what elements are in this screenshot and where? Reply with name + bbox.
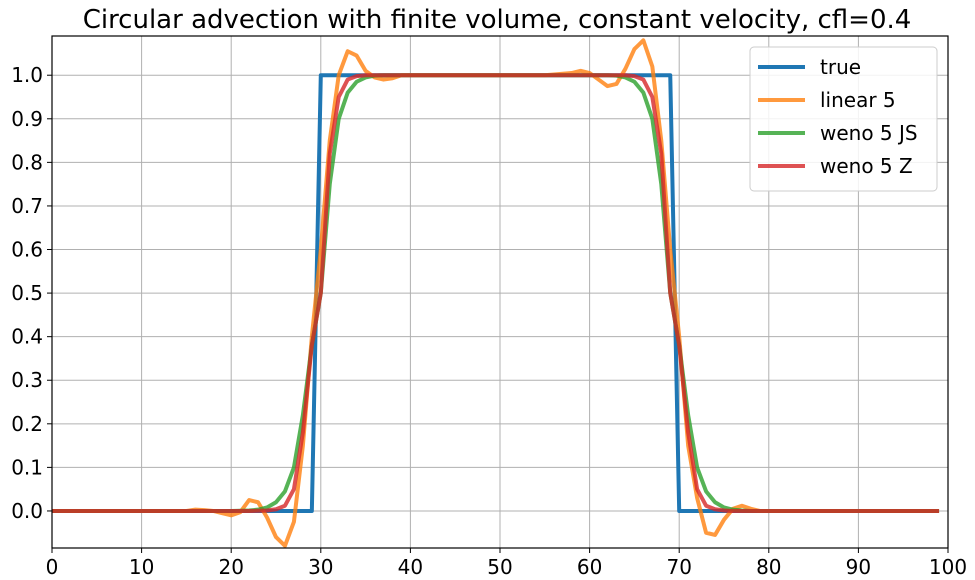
y-axis-ticks: 0.0 0.1 0.2 0.3 0.4 0.5 0.6 0.7 0.8 0.9 1.0 [11, 63, 52, 523]
x-tick-label: 0 [46, 555, 59, 579]
y-tick-label: 1.0 [11, 63, 43, 87]
legend-label: weno 5 JS [820, 121, 918, 145]
plot-area [52, 38, 940, 548]
legend-label: weno 5 Z [820, 154, 913, 178]
y-tick-label: 0.0 [11, 499, 43, 523]
x-tick-label: 50 [487, 555, 512, 579]
chart-title: Circular advection with finite volume, c… [83, 5, 912, 35]
y-tick-label: 0.8 [11, 150, 43, 174]
y-tick-label: 0.3 [11, 368, 43, 392]
legend-label: true [820, 55, 861, 79]
x-tick-label: 40 [398, 555, 423, 579]
x-tick-label: 70 [666, 555, 691, 579]
x-tick-label: 30 [308, 555, 333, 579]
x-tick-label: 100 [929, 555, 967, 579]
y-tick-label: 0.1 [11, 455, 43, 479]
x-axis-ticks: 0 10 20 30 40 50 60 70 80 90 100 [46, 548, 967, 579]
y-tick-label: 0.4 [11, 325, 43, 349]
x-tick-label: 20 [218, 555, 243, 579]
y-tick-label: 0.7 [11, 194, 43, 218]
y-tick-label: 0.6 [11, 238, 43, 262]
y-tick-label: 0.5 [11, 281, 43, 305]
x-tick-label: 90 [846, 555, 871, 579]
y-tick-label: 0.2 [11, 412, 43, 436]
y-tick-label: 0.9 [11, 107, 43, 131]
legend: true linear 5 weno 5 JS weno 5 Z [749, 46, 938, 192]
x-tick-label: 60 [577, 555, 602, 579]
legend-box [749, 46, 938, 192]
legend-label: linear 5 [820, 88, 896, 112]
x-tick-label: 10 [129, 555, 154, 579]
series-line-weno-5-Z [52, 73, 940, 513]
x-tick-label: 80 [756, 555, 781, 579]
